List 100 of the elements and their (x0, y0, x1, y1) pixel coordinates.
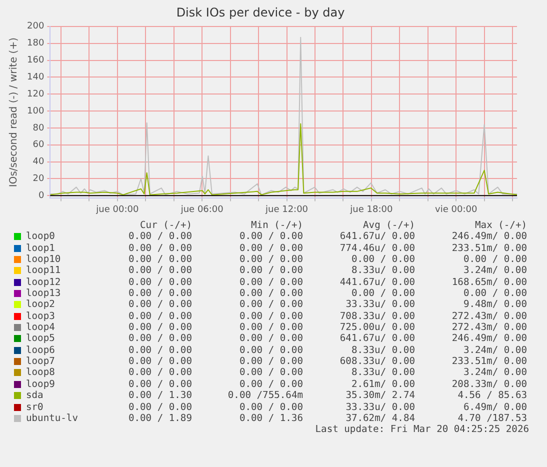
text: 0.00 / 0.00 (128, 344, 192, 356)
text: 0.00 / 0.00 (239, 378, 303, 390)
text: 608.33u/ 0.00 (340, 356, 415, 368)
legend-label: ubuntu-lv (26, 412, 78, 424)
text: 37.62m/ 4.84 (346, 412, 415, 424)
text: 4.70 /187.53 (458, 412, 527, 424)
y-tick-label: 40 (32, 157, 44, 168)
legend-label: loop1 (26, 242, 55, 254)
text: 35.30m/ 2.74 (346, 390, 415, 402)
text: 0.00 / 0.00 (128, 288, 192, 300)
y-tick-label: 0 (38, 191, 44, 202)
text: 0.00 / 0.00 (239, 367, 303, 379)
legend-label: loop10 (26, 254, 61, 266)
y-tick-label: 60 (32, 140, 44, 150)
text: 33.33u/ 0.00 (346, 299, 415, 311)
text: 0.00 / 0.00 (239, 310, 303, 322)
text: 0.00 / 0.00 (128, 378, 192, 390)
chart-title: Disk IOs per device - by day (176, 5, 345, 20)
x-tick-label: jue 00:00 (95, 204, 139, 215)
text: Last update: Fri Mar 20 04:25:25 2026 (315, 424, 529, 436)
text: 0.00 / 0.00 (239, 242, 303, 254)
text: 8.33u/ 0.00 (351, 344, 415, 356)
text: 0.00 / 0.00 (239, 254, 303, 266)
y-tick-label: 140 (26, 72, 44, 83)
text: 233.51m/ 0.00 (452, 356, 527, 368)
x-tick-label: vie 00:00 (435, 204, 478, 215)
text: 0.00 / 0.00 (351, 288, 415, 300)
text: 168.65m/ 0.00 (452, 276, 527, 288)
text: 0.00 / 0.00 (128, 333, 192, 345)
text: 725.00u/ 0.00 (340, 322, 415, 334)
text: 0.00 / 0.00 (239, 265, 303, 277)
legend-label: sr0 (26, 402, 44, 413)
y-axis-title: IOs/second read (-) / write (+) (8, 37, 20, 188)
text: 0.00 /755.64m (228, 390, 303, 402)
text: 441.67u/ 0.00 (340, 276, 415, 288)
text: 0.00 / 0.00 (239, 356, 303, 368)
text: 0.00 / 0.00 (463, 254, 527, 266)
text: 0.00 / 0.00 (239, 299, 303, 311)
text: 0.00 / 0.00 (463, 288, 527, 300)
text: 4.56 / 85.63 (458, 390, 527, 402)
text: 0.00 / 1.30 (128, 390, 192, 402)
text: 246.49m/ 0.00 (452, 231, 527, 243)
text: 0.00 / 1.36 (239, 412, 303, 424)
text: 774.46u/ 0.00 (340, 242, 415, 254)
text: 0.00 / 0.00 (239, 402, 303, 413)
legend-label: sda (26, 390, 44, 402)
text: 246.49m/ 0.00 (452, 333, 527, 345)
text: 0.00 / 0.00 (239, 276, 303, 288)
text: 0.00 / 0.00 (239, 322, 303, 334)
text: 233.51m/ 0.00 (452, 242, 527, 254)
text: 0.00 / 0.00 (128, 265, 192, 277)
text: 0.00 / 0.00 (239, 231, 303, 243)
text: 0.00 / 0.00 (128, 299, 192, 311)
text: 33.33u/ 0.00 (346, 402, 415, 413)
legend-label: loop0 (26, 231, 55, 243)
text: 6.49m/ 0.00 (463, 402, 527, 413)
legend-label: loop3 (26, 310, 55, 322)
text: 0.00 / 0.00 (128, 231, 192, 243)
y-tick-label: 180 (26, 38, 44, 49)
text: 272.43m/ 0.00 (452, 310, 527, 322)
legend-label: loop4 (26, 322, 55, 334)
text: 641.67u/ 0.00 (340, 333, 415, 345)
text: 0.00 / 0.00 (128, 356, 192, 368)
text: 2.61m/ 0.00 (351, 378, 415, 390)
text: 3.24m/ 0.00 (463, 367, 527, 379)
text: 0.00 / 0.00 (128, 254, 192, 266)
legend-label: loop2 (26, 299, 55, 311)
legend-label: loop12 (26, 276, 61, 288)
text: 0.00 / 0.00 (351, 254, 415, 266)
text: 708.33u/ 0.00 (340, 310, 415, 322)
legend-label: loop8 (26, 367, 55, 379)
text: Cur (-/+) (140, 220, 192, 232)
x-tick-label: jue 12:00 (264, 204, 308, 215)
text: 0.00 / 0.00 (239, 344, 303, 356)
text: 0.00 / 0.00 (128, 367, 192, 379)
text: Min (-/+) (251, 220, 303, 232)
text: 0.00 / 1.89 (128, 412, 192, 424)
text: 272.43m/ 0.00 (452, 322, 527, 334)
text: 0.00 / 0.00 (239, 333, 303, 345)
text: 8.33u/ 0.00 (351, 367, 415, 379)
x-tick-label: jue 06:00 (180, 204, 224, 215)
text: Avg (-/+) (363, 220, 415, 232)
y-tick-label: 100 (26, 106, 44, 116)
text: 641.67u/ 0.00 (340, 231, 415, 243)
text: 9.48m/ 0.00 (463, 299, 527, 311)
legend-label: loop11 (26, 265, 61, 277)
legend-label: loop6 (26, 344, 55, 356)
y-tick-label: 120 (26, 89, 44, 100)
legend-label: loop7 (26, 356, 55, 368)
text: 0.00 / 0.00 (128, 242, 192, 254)
text: Max (-/+) (475, 220, 527, 232)
x-tick-label: jue 18:00 (349, 204, 393, 215)
text: 208.33m/ 0.00 (452, 378, 527, 390)
y-tick-label: 160 (26, 56, 44, 66)
text: 8.33u/ 0.00 (351, 265, 415, 277)
text: 0.00 / 0.00 (128, 322, 192, 334)
y-tick-label: 80 (32, 123, 44, 134)
legend-label: loop9 (26, 378, 55, 390)
text: 0.00 / 0.00 (128, 276, 192, 288)
y-tick-label: 20 (32, 174, 44, 184)
